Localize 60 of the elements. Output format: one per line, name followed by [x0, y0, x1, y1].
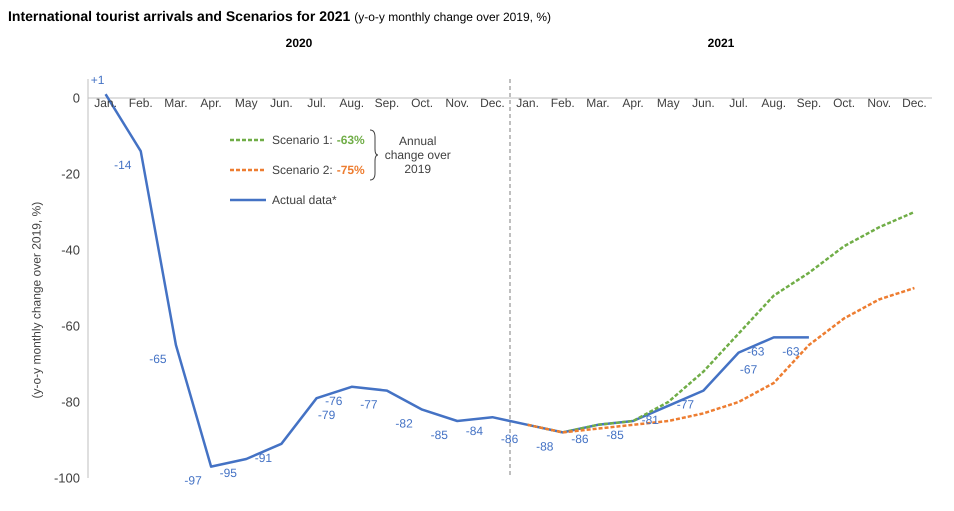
x-tick-label: Mar.	[164, 96, 188, 110]
data-label: -97	[184, 474, 202, 488]
x-tick-label: Jul.	[307, 96, 326, 110]
legend-label: Scenario 2:	[272, 163, 333, 177]
x-tick-label: Nov.	[445, 96, 470, 110]
data-label: -88	[536, 439, 554, 454]
text: 2020	[284, 36, 314, 50]
y-tick-label: -40	[61, 242, 80, 258]
x-tick-label: Oct.	[833, 96, 856, 110]
x-tick-label: Mar.	[586, 96, 610, 110]
x-tick-label: Feb.	[550, 96, 575, 110]
data-label: -85	[606, 428, 624, 442]
chart-subtitle: (y-o-y monthly change over 2019, %)	[354, 10, 551, 24]
y-tick-label: -100	[54, 470, 80, 486]
data-label: -91	[254, 450, 272, 465]
y-tick-label: -80	[61, 394, 80, 410]
annotation: -75%	[336, 163, 365, 177]
data-label: -63	[782, 344, 800, 358]
x-tick-label: May	[656, 96, 680, 110]
data-label: +1	[90, 73, 105, 88]
y-tick-label: 0	[72, 90, 80, 106]
x-tick-label: Jun.	[692, 96, 715, 110]
data-label: -14	[114, 158, 132, 172]
data-label: -85	[430, 428, 448, 442]
legend-label: Actual data*	[272, 193, 337, 207]
x-tick-label: Aug.	[339, 96, 364, 110]
data-label: -95	[220, 466, 238, 480]
data-label: -82	[395, 416, 414, 431]
data-label: -86	[500, 432, 519, 446]
y-axis-title: (y-o-y monthly change over 2019, %)	[29, 202, 44, 398]
x-tick-label: Jul.	[729, 96, 748, 110]
x-tick-label: Sep.	[796, 96, 822, 110]
data-label: -65	[149, 352, 167, 366]
annotation: Annual change over 2019	[384, 134, 452, 176]
x-tick-label: Aug.	[761, 96, 786, 110]
x-tick-label: Apr.	[622, 96, 644, 110]
data-label: -84	[466, 424, 484, 438]
annotation: -63%	[336, 133, 365, 147]
x-tick-label: Jun.	[270, 96, 293, 110]
data-label: -79	[318, 408, 336, 422]
data-label: -67	[740, 362, 758, 377]
data-label: -63	[747, 344, 765, 358]
x-tick-label: May	[234, 96, 258, 110]
y-tick-label: -60	[61, 318, 80, 334]
data-label: -77	[676, 398, 694, 412]
legend-label: Scenario 1:	[272, 133, 333, 147]
y-tick-label: -20	[61, 166, 80, 182]
x-tick-label: Feb.	[128, 96, 153, 110]
x-tick-label: Apr.	[200, 96, 222, 110]
data-label: -77	[360, 398, 378, 412]
x-tick-label: Dec.	[480, 96, 505, 110]
x-tick-label: Jan.	[516, 96, 539, 110]
x-tick-label: Sep.	[374, 96, 400, 110]
chart-title: International tourist arrivals and Scenarios for 2021	[8, 8, 350, 24]
text: 2021	[706, 36, 736, 50]
x-tick-label: Nov.	[867, 96, 892, 110]
x-tick-label: Oct.	[411, 96, 434, 110]
data-label: -76	[325, 394, 343, 408]
x-tick-label: Dec.	[902, 96, 927, 110]
data-label: -86	[571, 432, 589, 446]
